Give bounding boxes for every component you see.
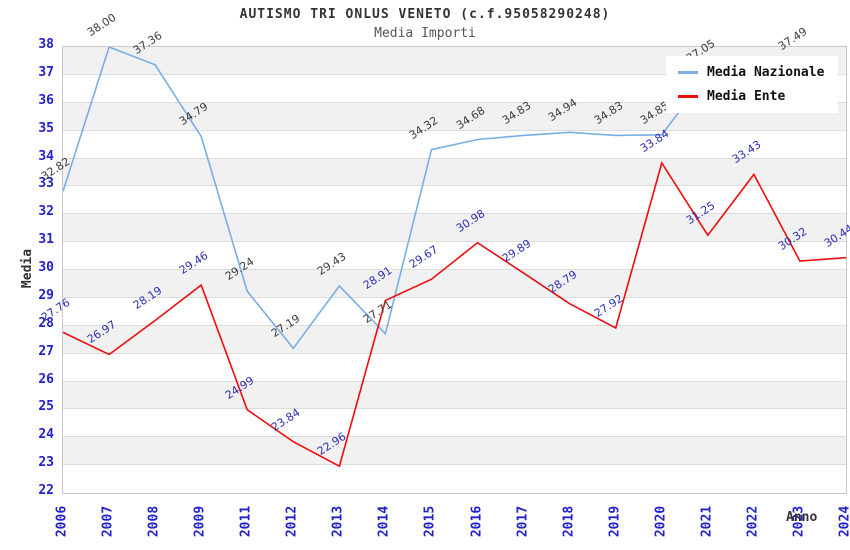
- x-tick-label: 2017: [515, 505, 531, 538]
- x-tick-label: 2011: [238, 505, 254, 538]
- x-tick-label: 2021: [699, 505, 715, 538]
- legend-label: Media Nazionale: [707, 65, 825, 80]
- grid-band: [63, 242, 846, 270]
- chart-title: AUTISMO TRI ONLUS VENETO (c.f.9505829024…: [239, 7, 611, 22]
- y-tick-label: 37: [38, 64, 54, 80]
- y-tick-label: 30: [38, 260, 54, 275]
- grid-band: [63, 186, 846, 215]
- x-tick-label: 2020: [653, 505, 669, 538]
- y-tick-label: 24: [38, 427, 54, 443]
- x-axis-title: Anno: [786, 510, 818, 525]
- x-tick-label: 2024: [837, 505, 850, 538]
- y-tick-label: 33: [38, 176, 54, 192]
- x-tick-label: 2012: [284, 505, 300, 538]
- x-tick-label: 2006: [54, 505, 70, 538]
- grid-band: [63, 437, 846, 466]
- x-tick-label: 2019: [607, 505, 623, 538]
- media-ente-line: [63, 161, 846, 468]
- x-tick-label: 2008: [146, 505, 162, 538]
- x-tick-label: 2018: [561, 505, 577, 538]
- grid-band: [63, 270, 846, 298]
- y-tick-label: 34: [38, 148, 54, 164]
- grid-band: [63, 465, 846, 493]
- y-axis-title: Media: [20, 248, 36, 289]
- x-tick-label: 2022: [745, 505, 761, 538]
- legend-item: Media Nazionale: [678, 65, 824, 80]
- x-tick-label: 2009: [192, 505, 208, 538]
- media-nazionale-line: [63, 47, 801, 350]
- plot-area: [62, 46, 847, 494]
- grid-band: [63, 158, 846, 187]
- legend-item: Media Ente: [678, 89, 824, 104]
- x-tick-label: 2014: [376, 505, 392, 538]
- legend-swatch-icon: [678, 71, 698, 74]
- x-tick-label: 2016: [469, 505, 485, 538]
- y-tick-label: 25: [38, 399, 54, 415]
- chart-subtitle: Media Importi: [374, 26, 476, 41]
- legend-swatch-icon: [678, 95, 698, 98]
- y-tick-label: 26: [38, 371, 54, 387]
- grid-band: [63, 409, 846, 438]
- grid-band: [63, 381, 846, 410]
- y-tick-label: 32: [38, 204, 54, 220]
- y-tick-label: 27: [38, 343, 54, 359]
- x-tick-label: 2007: [100, 505, 116, 538]
- x-tick-label: 2013: [330, 505, 346, 538]
- y-tick-label: 23: [38, 455, 54, 471]
- y-tick-label: 28: [38, 315, 54, 331]
- y-tick-label: 36: [38, 92, 54, 108]
- y-tick-label: 38: [38, 37, 54, 52]
- grid-band: [63, 353, 846, 382]
- chart-svg: [63, 47, 846, 468]
- y-tick-label: 22: [38, 483, 54, 498]
- x-tick-label: 2015: [422, 505, 438, 538]
- grid-band: [63, 297, 846, 326]
- legend-label: Media Ente: [707, 89, 786, 104]
- grid-band: [63, 325, 846, 354]
- y-tick-label: 35: [38, 120, 54, 136]
- y-tick-label: 29: [38, 287, 54, 303]
- grid-band: [63, 214, 846, 243]
- legend: Media Nazionale Media Ente: [666, 56, 839, 113]
- y-tick-label: 31: [38, 232, 54, 248]
